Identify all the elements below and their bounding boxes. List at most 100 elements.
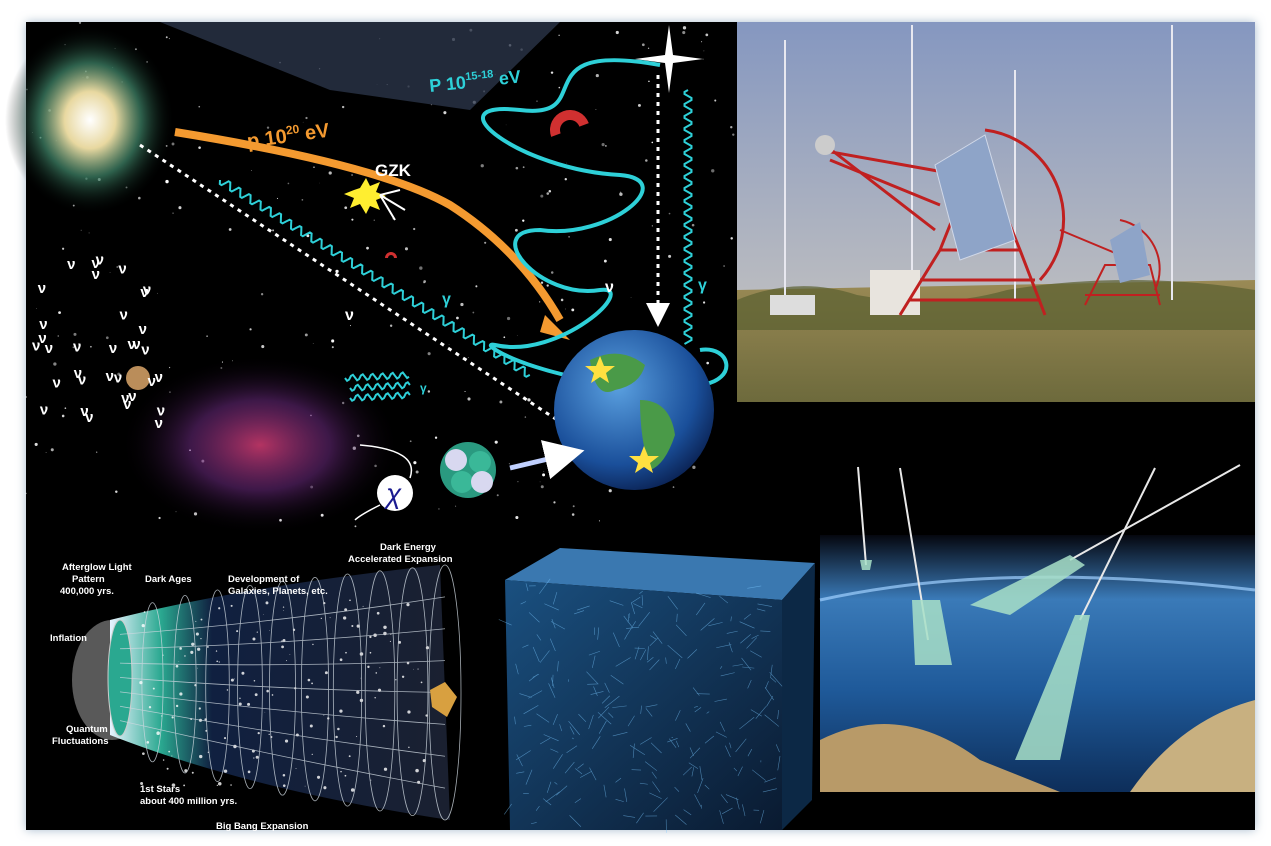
filament: [769, 676, 777, 683]
filament: [742, 666, 755, 669]
galaxy-dot: [141, 623, 145, 628]
star: [198, 146, 201, 149]
filament: [721, 807, 733, 815]
star: [331, 346, 334, 349]
star: [88, 232, 90, 234]
filament: [577, 763, 584, 769]
filament: [640, 737, 652, 745]
star: [80, 229, 82, 231]
star: [494, 440, 498, 444]
galaxy-dot: [408, 746, 410, 749]
impact-stars: [585, 356, 659, 473]
star: [553, 501, 556, 504]
filament: [516, 754, 523, 767]
recoil-arrow: [509, 440, 585, 480]
galaxy-dot: [383, 767, 388, 771]
star: [109, 272, 111, 273]
label: 1st Stars: [140, 784, 180, 795]
galaxy-dot: [406, 603, 410, 607]
star: [546, 284, 549, 287]
filament: [714, 698, 727, 702]
galaxy-dot: [307, 678, 311, 682]
star: [506, 316, 511, 321]
filament: [638, 612, 650, 627]
galaxy-dot: [268, 733, 270, 736]
filament: [550, 748, 559, 753]
neutrino-label: ν: [143, 281, 151, 298]
galaxy-dot: [383, 631, 387, 636]
filament: [608, 712, 614, 718]
filament: [615, 777, 622, 783]
galaxy-dot: [376, 611, 380, 615]
star: [672, 486, 675, 488]
galaxy-dot: [401, 675, 405, 678]
label: Quantum: [66, 724, 108, 735]
neutrino-label: ν: [155, 369, 163, 386]
neutrino-label: ν: [45, 340, 53, 357]
galaxy-dot: [312, 643, 314, 646]
filament: [675, 740, 680, 748]
galaxy-dot: [223, 769, 228, 773]
galaxy-dot: [284, 739, 289, 743]
star: [438, 508, 440, 510]
galaxy-dot: [139, 680, 143, 685]
galaxy-dot: [171, 783, 176, 787]
label: 20: [285, 122, 300, 138]
star: [730, 126, 733, 129]
filament: [770, 664, 773, 677]
label: 15-18: [465, 68, 494, 83]
star: [540, 485, 544, 489]
earth-land: [590, 353, 675, 470]
filament: [520, 601, 527, 605]
galaxy-dot: [236, 630, 239, 633]
star: [178, 206, 182, 210]
filament: [523, 724, 532, 727]
star: [72, 346, 75, 349]
star: [516, 334, 518, 336]
galaxy-dot: [398, 640, 402, 644]
filament: [694, 794, 702, 807]
filament: [647, 646, 649, 661]
galaxy-dot: [362, 605, 364, 607]
filament: [577, 605, 590, 611]
galaxy-dot: [417, 668, 419, 670]
star: [304, 333, 308, 337]
galaxy-dot: [217, 781, 222, 786]
galaxy-dot: [216, 784, 218, 787]
filament: [545, 791, 560, 803]
label: Fluctuations: [52, 736, 108, 747]
filament: [719, 595, 729, 604]
cone-line: [119, 660, 446, 666]
neutrino-label: ν: [140, 284, 148, 301]
filament: [609, 600, 624, 606]
galaxy-dot: [305, 695, 309, 699]
filament: [554, 782, 558, 785]
galaxy-dot: [252, 637, 256, 641]
filament: [624, 633, 628, 640]
star: [682, 26, 687, 30]
filament: [726, 630, 738, 634]
galaxy-dot: [198, 707, 201, 710]
star: [413, 461, 417, 465]
star: [542, 473, 546, 477]
neutrino-label: ν: [121, 390, 129, 407]
galaxy-dot: [324, 671, 328, 675]
filament: [579, 770, 592, 778]
galaxy-dot: [218, 661, 220, 663]
neutrino-label: ν: [148, 373, 156, 390]
gzk-products: [379, 189, 406, 221]
galaxy-dot: [413, 668, 414, 670]
galaxy-dot: [256, 631, 258, 633]
filament: [539, 578, 551, 594]
galaxy-dot: [179, 692, 183, 696]
filament: [757, 603, 773, 607]
galaxy-dot: [420, 681, 423, 684]
galaxy-dot: [389, 640, 391, 643]
star: [645, 159, 648, 162]
neutrino-label: ν: [123, 396, 131, 413]
filament: [747, 679, 752, 689]
star: [706, 361, 710, 365]
galaxy-dot: [294, 687, 297, 690]
label: 400,000 yrs.: [60, 586, 114, 597]
cone-line: [119, 720, 446, 789]
